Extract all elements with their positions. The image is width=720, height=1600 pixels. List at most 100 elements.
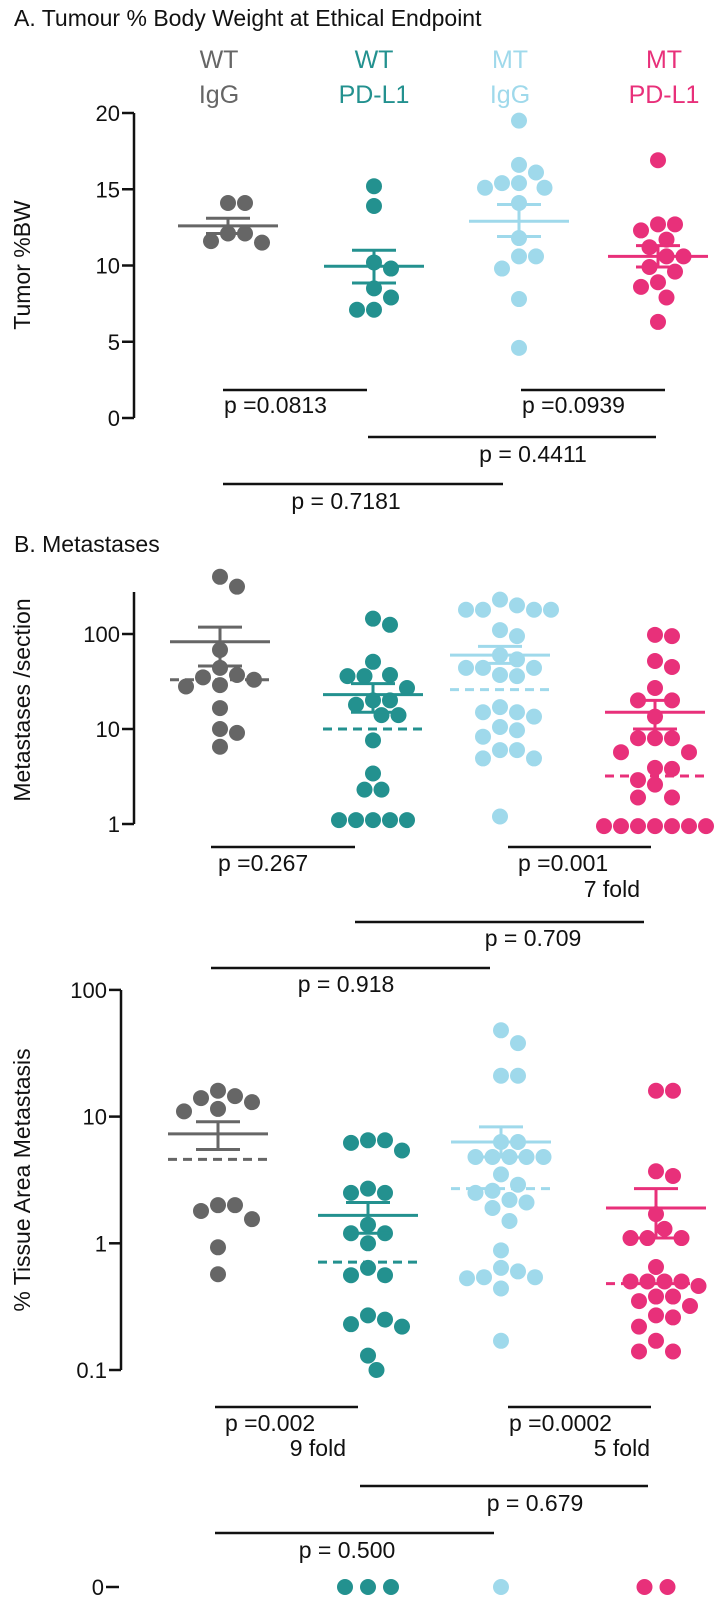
y-tick-label: 10 (96, 717, 120, 742)
data-point (509, 628, 525, 645)
data-point (511, 230, 527, 247)
data-point (509, 668, 525, 685)
p-value-label: p =0.001 (518, 850, 608, 876)
data-point (647, 626, 663, 643)
data-point (648, 1082, 664, 1099)
data-point (377, 1267, 393, 1284)
data-point (195, 669, 211, 686)
data-point (458, 659, 474, 676)
data-point (622, 1230, 639, 1247)
data-point (596, 818, 612, 835)
data-point (349, 301, 365, 318)
data-point (394, 1142, 410, 1159)
series-mt-pd-l1 (606, 1082, 707, 1595)
data-point (360, 1259, 376, 1276)
data-point (176, 1103, 192, 1120)
data-point (509, 597, 525, 614)
panel-b-comparisons: p =0.267 p =0.001 7 fold p = 0.709 p = 0… (211, 845, 651, 997)
data-point (648, 1288, 664, 1305)
y-tick-label: 100 (83, 622, 120, 647)
data-point (665, 1167, 681, 1184)
data-point (203, 233, 219, 250)
data-point (494, 260, 510, 277)
group-label-wt-igg-line2: IgG (199, 81, 239, 109)
data-point (665, 1343, 681, 1360)
data-point (647, 652, 663, 669)
panel-c-zero-label: 0 (92, 1575, 104, 1600)
data-point (518, 1194, 535, 1211)
data-point (365, 812, 381, 829)
data-point (681, 744, 697, 761)
data-point (648, 1307, 664, 1324)
data-point (630, 772, 646, 789)
fold-change-label: 9 fold (290, 1435, 346, 1461)
series-wt-pd-l1 (318, 1132, 418, 1595)
panel-a-title: A. Tumour % Body Weight at Ethical Endpo… (14, 5, 482, 31)
data-point (458, 601, 474, 618)
series-wt-igg (170, 568, 270, 755)
data-point (511, 291, 527, 308)
data-point (664, 658, 680, 675)
group-label-wt-pdl1-line2: PD-L1 (339, 81, 410, 109)
zero-data-point (383, 1579, 399, 1595)
data-point (484, 1182, 501, 1199)
data-point (650, 152, 666, 169)
group-label-wt-igg-line1: WT (200, 46, 239, 74)
p-value-label: p = 0.4411 (479, 441, 587, 467)
data-point (339, 668, 356, 685)
data-point (210, 1082, 226, 1099)
data-point (622, 1273, 639, 1290)
data-point (665, 1082, 681, 1099)
data-point (543, 601, 559, 618)
data-point (484, 1199, 501, 1216)
data-point (475, 601, 491, 618)
panel-b-y-axis-label: Metastases /section (9, 598, 35, 801)
data-point (476, 1269, 492, 1286)
series-mt-igg (450, 591, 559, 825)
data-point (254, 234, 270, 251)
data-point (383, 260, 399, 277)
y-tick-label: 15 (96, 177, 120, 202)
data-point (212, 700, 228, 717)
data-point (664, 760, 680, 777)
data-point (631, 1293, 647, 1310)
p-value-label: p =0.0813 (224, 392, 327, 418)
data-point (536, 179, 553, 196)
data-point (210, 1239, 226, 1256)
data-point (664, 730, 680, 747)
panel-b: 1 10 100 (83, 568, 714, 837)
data-point (526, 708, 542, 725)
data-point (459, 1270, 475, 1287)
group-label-wt-pdl1-line1: WT (355, 46, 394, 74)
data-point (229, 724, 245, 741)
data-point (658, 289, 675, 306)
group-label-mt-igg-line1: MT (492, 46, 528, 74)
data-point (360, 1235, 376, 1252)
panel-c-comparisons: p =0.002 9 fold p =0.0002 5 fold p = 0.6… (215, 1405, 651, 1563)
data-point (665, 1309, 681, 1326)
data-point (373, 707, 390, 724)
zero-data-point (337, 1579, 353, 1595)
data-point (492, 699, 508, 716)
data-point (511, 339, 527, 356)
data-point (492, 591, 508, 608)
group-label-mt-pdl1-line1: MT (646, 46, 682, 74)
data-point (509, 742, 525, 759)
data-point (631, 1318, 647, 1335)
y-tick-label: 1 (108, 812, 120, 837)
data-point (212, 568, 228, 585)
data-point (528, 164, 544, 181)
series-wt-igg (168, 1082, 268, 1283)
data-point (681, 818, 697, 835)
data-point (377, 1311, 393, 1328)
data-point (630, 789, 646, 806)
data-point (510, 1035, 526, 1052)
data-point (193, 1202, 209, 1219)
data-point (493, 1166, 509, 1183)
series-mt-pd-l1 (608, 152, 708, 330)
series-wt-igg (178, 194, 278, 251)
y-tick-label: 10 (83, 1105, 107, 1130)
data-point (477, 179, 493, 196)
data-point (664, 818, 680, 835)
